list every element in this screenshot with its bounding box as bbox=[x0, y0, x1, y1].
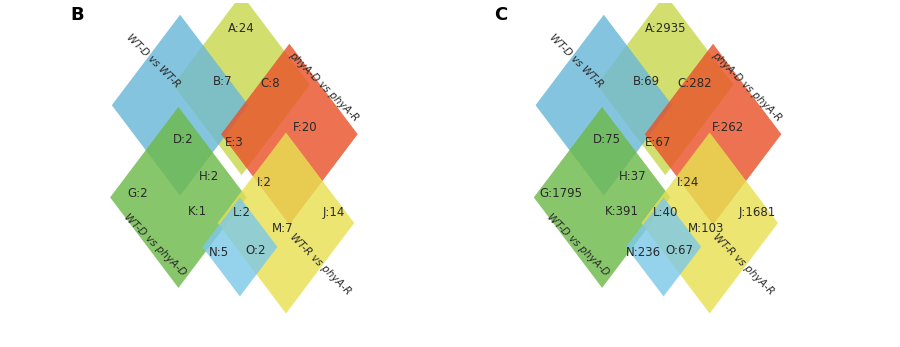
Text: D:2: D:2 bbox=[173, 133, 194, 146]
Text: G:2: G:2 bbox=[127, 187, 148, 201]
Text: WT-D vs phyA-D: WT-D vs phyA-D bbox=[122, 212, 187, 278]
Polygon shape bbox=[174, 0, 310, 175]
Text: B:7: B:7 bbox=[213, 75, 232, 88]
Polygon shape bbox=[112, 15, 248, 196]
Text: J:14: J:14 bbox=[322, 206, 345, 219]
Text: C: C bbox=[494, 6, 508, 24]
Text: A:2935: A:2935 bbox=[644, 22, 686, 35]
Text: H:37: H:37 bbox=[619, 170, 646, 184]
Polygon shape bbox=[642, 133, 778, 313]
Text: E:67: E:67 bbox=[645, 136, 671, 149]
Text: O:67: O:67 bbox=[665, 244, 693, 257]
Text: M:7: M:7 bbox=[272, 222, 293, 235]
Text: D:75: D:75 bbox=[593, 133, 621, 146]
Polygon shape bbox=[626, 197, 701, 296]
Text: M:103: M:103 bbox=[688, 222, 724, 235]
Text: WT-D vs WT-R: WT-D vs WT-R bbox=[548, 32, 605, 90]
Text: WT-R vs phyA-R: WT-R vs phyA-R bbox=[711, 231, 776, 296]
Polygon shape bbox=[534, 107, 670, 288]
Polygon shape bbox=[597, 0, 734, 175]
Text: N:5: N:5 bbox=[210, 246, 230, 259]
Text: L:2: L:2 bbox=[232, 205, 250, 219]
Text: E:3: E:3 bbox=[225, 136, 244, 149]
Text: C:282: C:282 bbox=[677, 77, 712, 90]
Text: G:1795: G:1795 bbox=[540, 187, 582, 201]
Text: WT-D vs WT-R: WT-D vs WT-R bbox=[124, 32, 182, 90]
Polygon shape bbox=[218, 133, 355, 313]
Text: WT-R vs phyA-R: WT-R vs phyA-R bbox=[288, 231, 353, 296]
Text: N:236: N:236 bbox=[626, 246, 661, 259]
Text: phyA-D vs phyA-R: phyA-D vs phyA-R bbox=[710, 50, 784, 123]
Text: phyA-D vs phyA-R: phyA-D vs phyA-R bbox=[287, 50, 360, 123]
Text: B: B bbox=[71, 6, 85, 24]
Polygon shape bbox=[221, 44, 357, 225]
Text: K:1: K:1 bbox=[188, 205, 207, 218]
Text: H:2: H:2 bbox=[199, 170, 220, 184]
Polygon shape bbox=[202, 197, 277, 296]
Text: A:24: A:24 bbox=[229, 22, 255, 35]
Text: I:24: I:24 bbox=[678, 176, 699, 188]
Text: O:2: O:2 bbox=[245, 244, 266, 257]
Text: F:20: F:20 bbox=[292, 121, 317, 134]
Text: I:2: I:2 bbox=[257, 176, 272, 188]
Text: K:391: K:391 bbox=[605, 205, 639, 218]
Text: J:1681: J:1681 bbox=[739, 206, 776, 219]
Text: WT-D vs phyA-D: WT-D vs phyA-D bbox=[545, 212, 611, 278]
Polygon shape bbox=[536, 15, 672, 196]
Text: C:8: C:8 bbox=[261, 77, 281, 90]
Polygon shape bbox=[644, 44, 781, 225]
Polygon shape bbox=[110, 107, 247, 288]
Text: F:262: F:262 bbox=[712, 121, 744, 134]
Text: B:69: B:69 bbox=[633, 75, 660, 88]
Text: L:40: L:40 bbox=[652, 205, 678, 219]
